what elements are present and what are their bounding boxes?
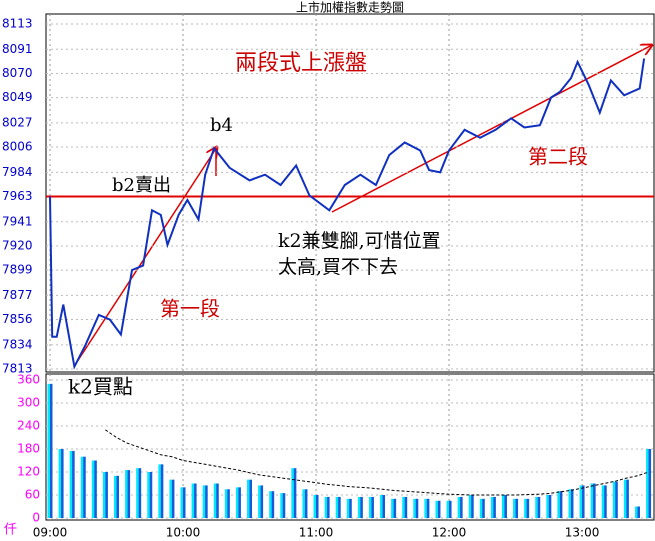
volume-bar	[247, 479, 253, 518]
y-tick-label: 60	[25, 488, 40, 502]
volume-bar	[213, 483, 219, 518]
annotation: b4	[210, 115, 233, 136]
volume-bar	[435, 500, 441, 518]
volume-bar	[402, 496, 408, 518]
y-tick-label: 360	[17, 373, 40, 387]
x-tick-label: 12:00	[432, 526, 467, 540]
volume-bar	[623, 479, 629, 518]
y-tick-label: 180	[17, 442, 40, 456]
arrow	[74, 147, 217, 366]
volume-frame	[45, 373, 655, 521]
volume-bar	[446, 500, 452, 518]
volume-bar	[180, 487, 186, 518]
volume-bar	[158, 464, 164, 518]
volume-bar	[291, 468, 297, 518]
volume-bar	[546, 495, 552, 518]
y-tick-label: 7877	[2, 288, 33, 302]
y-tick-label: 8027	[2, 115, 33, 129]
y-tick-label: 7813	[2, 362, 33, 376]
ma-line	[105, 429, 649, 496]
x-tick-label: 13:00	[565, 526, 600, 540]
volume-bar	[147, 472, 153, 518]
x-tick-label: 10:00	[166, 526, 201, 540]
y-tick-label: 7984	[2, 165, 33, 179]
x-tick-label: 09:00	[33, 526, 68, 540]
x-tick-label: 11:00	[299, 526, 334, 540]
volume-bar	[524, 498, 530, 518]
volume-bar	[80, 456, 86, 518]
volume-bar	[191, 483, 197, 518]
volume-bar	[224, 489, 230, 518]
volume-bar	[324, 496, 330, 518]
volume-bar	[646, 449, 652, 518]
y-unit: 仟	[4, 523, 17, 538]
annotation: 第二段	[528, 145, 588, 169]
volume-bar	[346, 498, 352, 518]
volume-bar	[501, 495, 507, 518]
volume-bar	[235, 487, 241, 518]
y-tick-label: 8070	[2, 66, 33, 80]
annotation: b2賣出	[112, 175, 171, 196]
y-tick-label: 7899	[2, 263, 33, 277]
chart-title: 上市加權指數走勢圖	[296, 0, 404, 15]
annotation: 第一段	[160, 297, 220, 321]
volume-bar	[612, 481, 618, 518]
y-tick-label: 7963	[2, 189, 33, 203]
volume-bar	[368, 496, 374, 518]
volume-bar	[601, 485, 607, 518]
annotation: k2買點	[68, 375, 133, 399]
volume-bar	[590, 483, 596, 518]
volume-bar	[535, 496, 541, 518]
volume-bar	[313, 495, 319, 518]
volume-bar	[302, 489, 308, 518]
arrow	[331, 45, 652, 213]
y-tick-label: 8091	[2, 42, 33, 56]
volume-bar	[69, 450, 75, 518]
y-tick-label: 7856	[2, 312, 33, 326]
volume-bar	[47, 383, 53, 518]
volume-bar	[380, 495, 386, 518]
y-tick-label: 8113	[2, 17, 33, 31]
volume-bar	[357, 496, 363, 518]
volume-bar	[513, 498, 519, 518]
volume-bar	[58, 449, 64, 518]
volume-bar	[568, 489, 574, 518]
volume-bar	[91, 460, 97, 518]
y-tick-label: 120	[17, 465, 40, 479]
volume-bar	[634, 506, 640, 518]
annotation: 太高,買不下去	[278, 256, 398, 278]
y-tick-label: 300	[17, 396, 40, 410]
volume-bar	[335, 496, 341, 518]
volume-bar	[557, 491, 563, 518]
volume-bar	[202, 485, 208, 518]
volume-bar	[280, 493, 286, 518]
volume-bar	[490, 496, 496, 518]
volume-bar	[169, 479, 175, 518]
price-frame	[45, 13, 655, 373]
y-tick-label: 8006	[2, 140, 33, 154]
y-tick-label: 7941	[2, 214, 33, 228]
volume-bar	[125, 470, 131, 518]
volume-bar	[102, 472, 108, 518]
y-tick-label: 8049	[2, 90, 33, 104]
volume-bar	[424, 498, 430, 518]
y-tick-label: 7834	[2, 337, 33, 351]
volume-bar	[114, 475, 120, 518]
annotation: k2兼雙腳,可惜位置	[278, 230, 441, 252]
y-tick-label: 7920	[2, 238, 33, 252]
volume-bar	[479, 498, 485, 518]
volume-bar	[413, 498, 419, 518]
volume-bar	[457, 496, 463, 518]
y-tick-label: 0	[32, 511, 40, 525]
annotation: 兩段式上漲盤	[235, 51, 367, 76]
y-tick-label: 240	[17, 419, 40, 433]
volume-bar	[269, 491, 275, 518]
volume-bar	[258, 485, 264, 518]
volume-bar	[136, 468, 142, 518]
volume-bar	[579, 485, 585, 518]
price-line	[49, 58, 646, 370]
volume-bar	[391, 498, 397, 518]
volume-bar	[468, 495, 474, 518]
